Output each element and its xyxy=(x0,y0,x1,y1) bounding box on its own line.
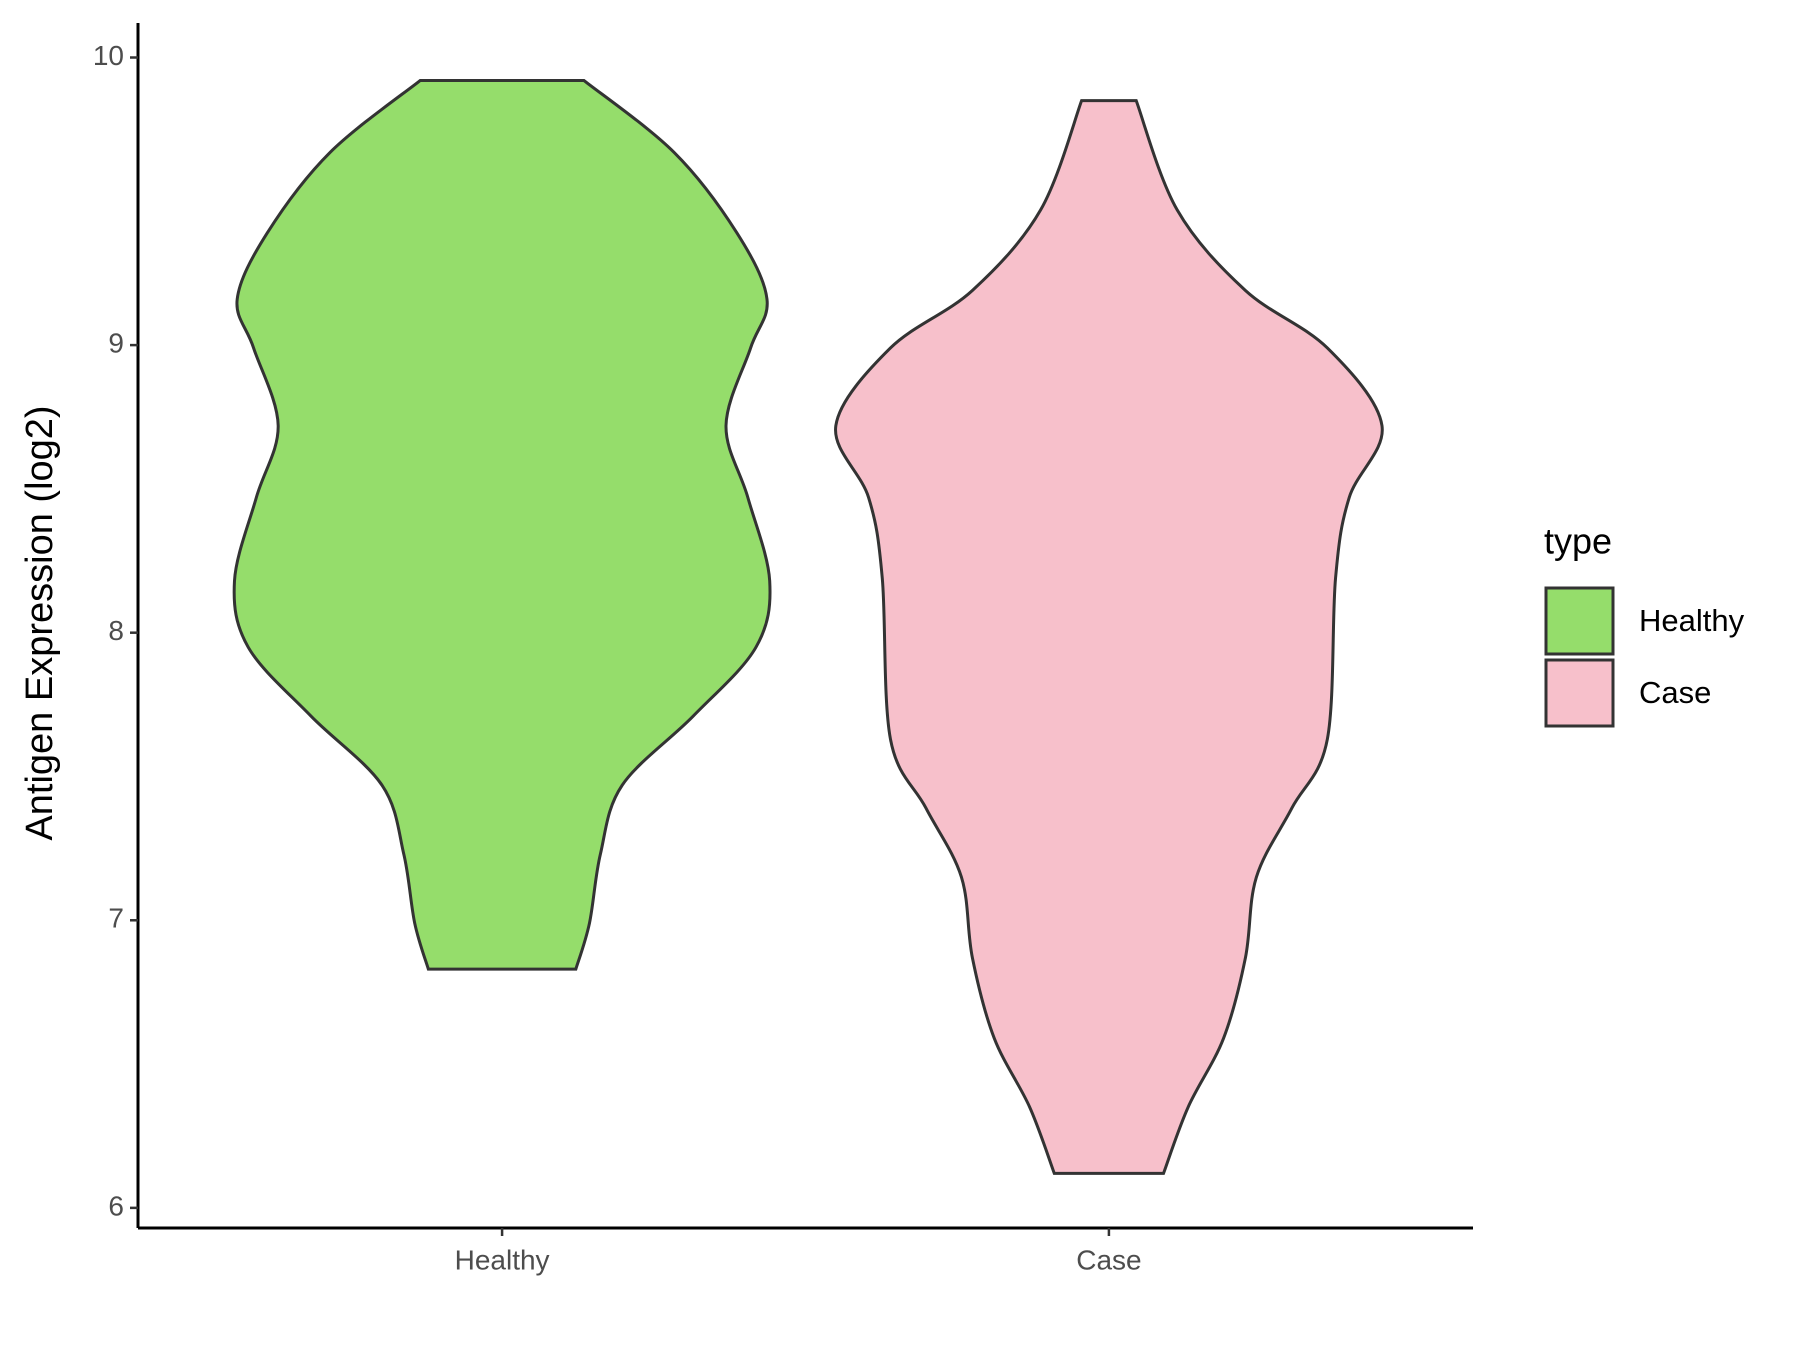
y-tick-label: 10 xyxy=(93,40,124,71)
x-tick-label: Healthy xyxy=(455,1244,550,1275)
y-tick-label: 8 xyxy=(108,615,124,646)
legend-key xyxy=(1544,586,1615,656)
legend-title: type xyxy=(1544,521,1612,562)
legend-label: Case xyxy=(1639,675,1711,710)
y-tick-label: 7 xyxy=(108,903,124,934)
x-tick-label: Case xyxy=(1076,1244,1141,1275)
legend-key xyxy=(1544,658,1615,728)
y-tick-label: 9 xyxy=(108,327,124,358)
y-tick-label: 6 xyxy=(108,1190,124,1221)
violin xyxy=(834,99,1384,1175)
violin xyxy=(232,79,772,971)
legend-label: Healthy xyxy=(1639,603,1745,638)
y-axis-title: Antigen Expression (log2) xyxy=(19,405,61,840)
